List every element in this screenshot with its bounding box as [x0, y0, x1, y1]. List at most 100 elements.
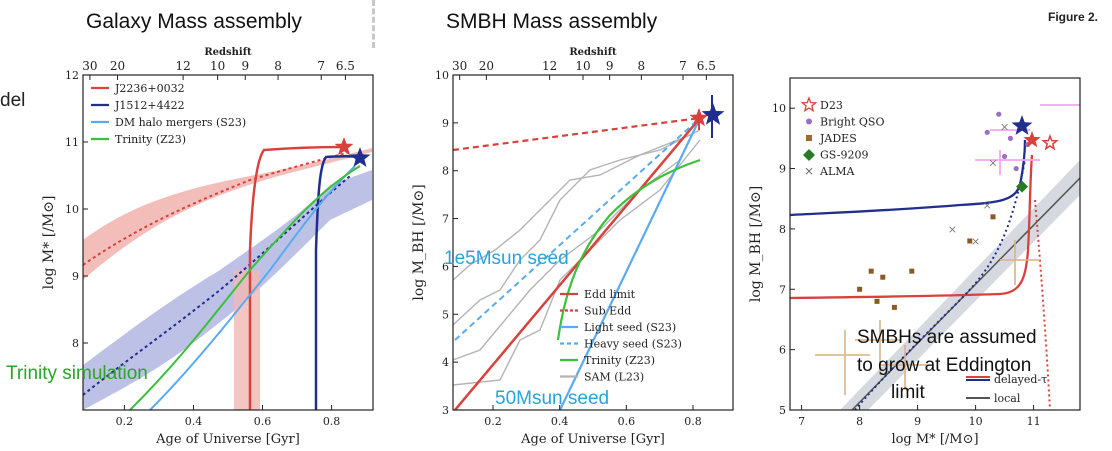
bright-qso-point [1002, 153, 1008, 160]
top-tick-label: 30 [452, 59, 467, 73]
legend-mbh-item: JADES [819, 132, 857, 145]
legend-smbh-item: Trinity (Z23) [584, 354, 655, 367]
x-axis-label: log M* [/M⊙] [891, 432, 978, 447]
x-tick-label: 0.2 [116, 415, 134, 428]
y-tick-label: 7 [442, 213, 449, 226]
y-tick-label: 6 [779, 344, 786, 357]
dm-halo-line [149, 165, 356, 410]
jades-point [891, 304, 897, 310]
legend-mbh-item: ALMA [819, 165, 856, 178]
x-tick-label: 0.6 [618, 415, 636, 428]
y-tick-label: 12 [65, 69, 79, 82]
j1512-track [314, 155, 361, 410]
x-tick-label: 8 [856, 415, 863, 428]
top-tick-label: 12 [175, 59, 190, 73]
legend-gs9209-diamond [803, 149, 815, 161]
blue-track [790, 139, 1027, 217]
legend-smbh-item: SAM (L23) [584, 371, 644, 384]
x-tick-label: 10 [969, 415, 983, 428]
jades-point [909, 268, 915, 274]
y-tick-label: 9 [779, 163, 786, 176]
top-tick-label: 7 [317, 59, 325, 73]
jades-point [880, 274, 886, 280]
legend-alma-cross: × [804, 164, 814, 178]
gs9209-point [1016, 180, 1028, 193]
red-track [790, 154, 1034, 300]
sam-track-1 [453, 139, 701, 386]
j1512-dotted-track [83, 175, 351, 396]
axis-layer: 0.2 0.4 0.6 0.8 8 9 10 11 12 Age of Universe [Gyr… [41, 47, 1041, 447]
legend-galaxy-item: DM halo mergers (S23) [115, 116, 246, 129]
jades-point [990, 214, 996, 220]
scatter-points: × × × × × [857, 111, 1031, 310]
trinity-line [129, 165, 361, 410]
j2236-track [248, 145, 345, 410]
x-axis-label: Age of Universe [Gyr] [155, 432, 300, 447]
jades-point [868, 268, 874, 274]
star-marker-j2236-b [689, 108, 709, 127]
legend-smbh-item: Edd limit [584, 288, 636, 301]
x-tick-label: 0.8 [684, 415, 702, 428]
axes-frame-mbh-mstar [789, 77, 1081, 411]
x-axis-label: Age of Universe [Gyr] [520, 432, 665, 447]
x-tick-label: 0.4 [185, 415, 203, 428]
y-axis-label: log M_BH [/M⊙] [748, 186, 764, 302]
x-tick-label: 11 [1027, 415, 1041, 428]
y-tick-label: 10 [772, 102, 786, 115]
legend-jades-square [806, 135, 812, 141]
annotation-light-seed: 50Msun seed [495, 388, 609, 409]
jades-point [967, 238, 973, 244]
y-tick-label: 11 [65, 136, 79, 149]
y-axis-label: log M_BH [/M⊙] [411, 184, 427, 300]
top-tick-label: 20 [110, 59, 125, 73]
top-tick-label: 6.5 [336, 59, 355, 73]
annotation-smbh-1: SMBHs are assumed [857, 327, 1037, 348]
x-tick-label: 0.2 [484, 415, 502, 428]
legend-galaxy-item: J2236+0032 [114, 82, 185, 95]
alma-point: × [983, 199, 992, 212]
legend-smbh-item: Heavy seed (S23) [584, 338, 682, 351]
annotation-trinity-sim: Trinity simulation [6, 363, 148, 384]
local-relation-band [840, 160, 1080, 410]
legend-d23-star [800, 96, 818, 113]
top-tick-label: 7 [679, 59, 687, 73]
x-tick-label: 0.8 [323, 415, 341, 428]
bright-qso-point [1007, 135, 1014, 141]
panel-mbh-mstar: × × × × × [789, 77, 1081, 411]
figure-label: Figure 2. [1047, 10, 1098, 24]
sam-track-2 [453, 129, 701, 326]
y-tick-label: 7 [779, 283, 786, 296]
top-axis-label: Redshift [204, 47, 252, 58]
star-marker-j1512-b [701, 103, 725, 125]
legend-mbh-item: GS-9209 [820, 149, 868, 162]
y-tick-label: 5 [779, 404, 786, 417]
bright-qso-point [996, 111, 1002, 117]
legend-delayed: delayed-τ [994, 373, 1047, 386]
y-tick-label: 10 [65, 203, 79, 216]
light-seed-line [559, 117, 701, 410]
star-marker-d23-b [1023, 131, 1041, 148]
star-marker-d23-a [1011, 115, 1033, 135]
legend-qso-dot [806, 118, 812, 125]
top-tick-label: 6.5 [697, 59, 716, 73]
y-axis-label: log M* [/M⊙] [41, 196, 57, 290]
y-tick-label: 8 [442, 165, 449, 178]
legend-smbh-item: Sub Edd [584, 305, 631, 318]
x-tick-label: 9 [914, 415, 921, 428]
axes-frame-smbh [452, 74, 734, 411]
title-smbh-mass: SMBH Mass assembly [446, 10, 658, 33]
annotation-heavy-seed: 1e5Msun seed [444, 248, 569, 269]
axes-frame-galaxy [82, 74, 374, 411]
star-marker-j1512 [349, 147, 371, 167]
heavy-seed-line [454, 117, 701, 341]
top-tick-label: 9 [241, 59, 249, 73]
top-tick-label: 8 [274, 59, 282, 73]
sub-edd-line [453, 116, 701, 152]
top-tick-label: 12 [542, 59, 557, 73]
blue-dotted-track [854, 159, 1026, 410]
star-marker-j2236 [334, 137, 354, 156]
legend-mbh-item: Bright QSO [820, 116, 884, 129]
top-tick-label: 10 [575, 59, 590, 73]
legend-layer: J2236+0032 J1512+4422 DM halo mergers (S23… [91, 82, 1047, 405]
